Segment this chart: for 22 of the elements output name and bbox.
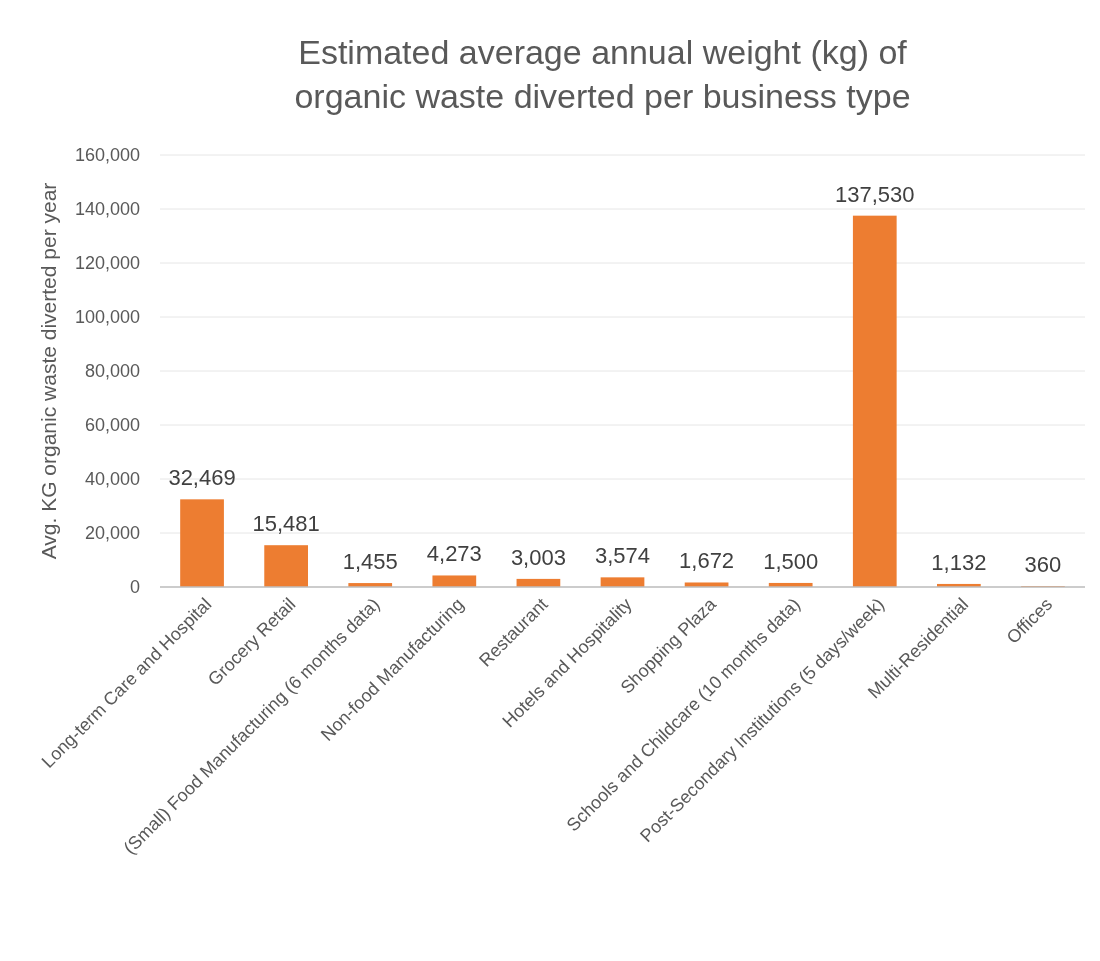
y-tick-label: 40,000 — [84, 469, 140, 490]
chart-title: Estimated average annual weight (kg) of organic waste diverted per business type — [294, 33, 911, 115]
y-tick-label: 80,000 — [84, 361, 140, 382]
y-tick-label: 100,000 — [74, 307, 140, 328]
data-label: 360 — [1024, 552, 1062, 578]
y-tick-label: 160,000 — [74, 145, 140, 166]
data-label: 3,574 — [594, 543, 651, 569]
y-tick-label: 60,000 — [84, 415, 140, 436]
y-tick-label: 0 — [129, 577, 140, 598]
data-label: 4,273 — [426, 541, 482, 567]
data-label: 3,003 — [510, 544, 566, 570]
data-label: 15,481 — [252, 511, 320, 537]
data-label: 1,455 — [342, 549, 398, 575]
y-tick-label: 140,000 — [74, 199, 140, 220]
data-label: 1,672 — [679, 548, 735, 574]
y-tick-label: 120,000 — [74, 253, 140, 274]
y-tick-label: 20,000 — [84, 523, 140, 544]
data-label: 32,469 — [168, 465, 236, 491]
data-label: 1,500 — [763, 548, 819, 574]
data-label: 1,132 — [931, 549, 987, 575]
y-axis-title: Avg. KG organic waste diverted per year — [37, 182, 60, 560]
data-label: 137,530 — [835, 181, 915, 207]
